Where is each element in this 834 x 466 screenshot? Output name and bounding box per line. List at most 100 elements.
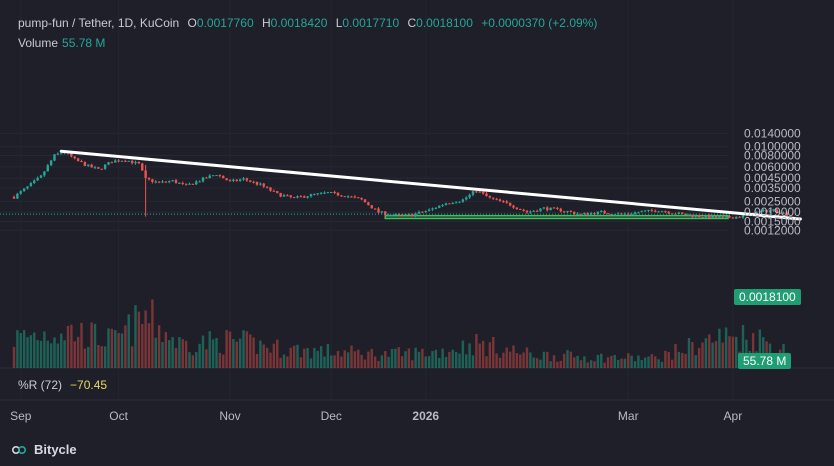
williams-r-legend: %R (72) −70.45 <box>18 378 107 392</box>
volume-bar <box>313 347 316 368</box>
volume-bar <box>353 351 357 368</box>
volume-bar <box>215 338 218 368</box>
indicator-value: −70.45 <box>70 378 108 392</box>
volume-bar <box>76 336 80 368</box>
volume-bar <box>704 338 708 368</box>
volume-bar <box>438 357 441 368</box>
candle-body <box>640 211 643 213</box>
candle-body <box>718 216 721 218</box>
volume-bar <box>718 328 721 368</box>
candle-body <box>191 183 195 185</box>
candle-body <box>687 214 691 216</box>
candle-body <box>157 181 161 183</box>
volume-bar <box>444 356 448 368</box>
volume-bar <box>603 362 606 368</box>
candle-body <box>276 191 279 194</box>
volume-bar <box>110 328 114 368</box>
candle-body <box>765 210 768 213</box>
candle-body <box>137 161 141 164</box>
volume-bar <box>319 346 323 368</box>
volume-bar <box>650 354 654 368</box>
candle-body <box>269 187 272 191</box>
volume-bar <box>306 348 309 368</box>
candle-body <box>738 216 741 218</box>
candle-body <box>60 153 63 155</box>
candle-body <box>782 212 785 214</box>
volume-bar <box>731 336 735 368</box>
candle-body <box>53 154 56 161</box>
price-tick-label: 0.0060000 <box>744 160 801 174</box>
volume-bar <box>397 347 400 368</box>
low-value: 0.0017710 <box>342 16 400 30</box>
candle-body <box>232 179 235 181</box>
volume-bar <box>83 348 87 368</box>
volume-bar <box>198 343 201 368</box>
candle-body <box>633 212 637 214</box>
volume-bar <box>370 349 373 368</box>
high-label: H <box>261 16 271 30</box>
volume-bar <box>29 335 33 368</box>
volume-bar <box>296 344 299 368</box>
candle-body <box>380 211 384 213</box>
volume-bar <box>407 348 411 368</box>
volume-bar <box>549 361 552 368</box>
volume-bar <box>492 337 495 368</box>
volume-bar <box>434 349 438 368</box>
candle-body <box>654 210 657 212</box>
candle-body <box>22 188 26 192</box>
volume-bar <box>721 342 724 368</box>
volume-bar <box>404 351 407 368</box>
volume-bar <box>97 345 100 368</box>
volume-bar <box>147 323 151 368</box>
volume-bar <box>350 345 353 368</box>
volume-bar <box>576 355 579 368</box>
candle-body <box>566 211 569 213</box>
candle-body <box>704 215 708 218</box>
volume-bar <box>93 323 97 368</box>
volume-bar <box>289 347 292 368</box>
candle-body <box>326 192 330 194</box>
volume-bar <box>262 344 265 368</box>
volume-bar <box>235 341 238 368</box>
volume-bar <box>762 337 765 368</box>
volume-bar <box>181 339 184 368</box>
candle-body <box>242 178 245 180</box>
candle-body <box>542 207 546 209</box>
volume-bar <box>161 342 164 368</box>
volume-bar <box>333 355 336 368</box>
candle-body <box>610 214 613 216</box>
candle-body <box>390 214 394 216</box>
volume-bar <box>475 334 478 368</box>
candle-body <box>502 201 505 203</box>
candle-body <box>762 210 765 212</box>
candle-body <box>178 182 181 184</box>
volume-bar <box>87 346 90 368</box>
volume-bar <box>53 337 56 368</box>
candle-body <box>195 181 198 185</box>
support-zone-rect <box>384 214 729 220</box>
volume-bar <box>461 340 465 368</box>
candle-body <box>532 210 535 212</box>
candle-body <box>201 177 205 182</box>
time-tick-label: Apr <box>724 409 743 423</box>
candle-body <box>130 160 134 164</box>
candle-body <box>350 196 353 198</box>
candle-body <box>80 161 83 163</box>
price-tick-label: 0.0025000 <box>744 194 801 208</box>
volume-bar <box>73 341 76 368</box>
volume-bar <box>387 356 390 368</box>
volume-bar <box>151 299 154 368</box>
change-value: +0.0000370 (+2.09%) <box>481 16 598 30</box>
volume-bar <box>505 347 508 368</box>
volume-bar <box>114 330 117 368</box>
volume-bar <box>144 310 147 368</box>
volume-bar <box>593 361 596 368</box>
candle-body <box>495 198 498 200</box>
volume-bar <box>468 343 471 368</box>
volume-bar <box>613 354 616 368</box>
volume-bar <box>667 351 670 368</box>
volume-bar <box>498 357 502 368</box>
volume-bar <box>49 343 53 368</box>
time-tick-label: Nov <box>219 409 240 423</box>
